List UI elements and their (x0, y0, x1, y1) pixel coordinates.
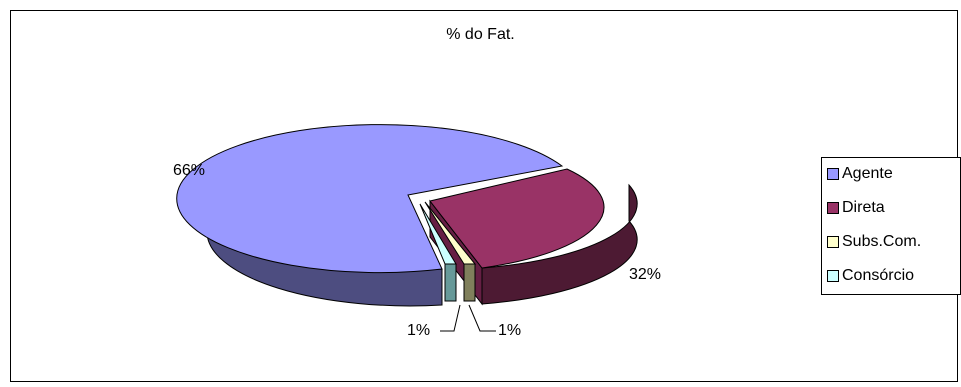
data-label-subscom: 1% (498, 322, 522, 339)
chart-title: % do Fat. (446, 26, 515, 43)
legend-item-direta: Direta (827, 196, 885, 220)
slice-direta-top (429, 168, 605, 269)
legend-swatch-agente (827, 168, 839, 180)
legend-label-agente: Agente (842, 165, 893, 182)
slice-subscom-side (463, 263, 476, 302)
slice-agente-top (176, 124, 564, 274)
legend-label-consorcio: Consórcio (842, 267, 915, 284)
legend-item-agente: Agente (827, 162, 893, 186)
leader-line-subscom (468, 304, 496, 332)
slice-agente (176, 124, 564, 307)
slice-subscom-top (424, 201, 477, 265)
chart-legend: Agente Direta Subs.Com. Consórcio (821, 157, 961, 295)
legend-item-consorcio: Consórcio (827, 264, 914, 288)
slice-consorcio-top (419, 203, 457, 265)
legend-label-direta: Direta (842, 199, 885, 216)
legend-swatch-consorcio (827, 270, 839, 282)
slice-consorcio-side (444, 263, 457, 302)
legend-swatch-subscom (827, 236, 839, 248)
data-label-consorcio: 1% (407, 322, 431, 339)
leader-line-consorcio (440, 304, 461, 332)
slice-subscom (424, 201, 477, 302)
data-label-direta: 32% (629, 266, 662, 283)
legend-swatch-direta (827, 202, 839, 214)
slice-direta (429, 168, 638, 306)
legend-label-subscom: Subs.Com. (842, 233, 922, 250)
legend-item-subscom: Subs.Com. (827, 230, 921, 254)
data-label-agente: 66% (173, 162, 206, 179)
slice-consorcio (419, 203, 457, 302)
slice-direta-side (481, 183, 638, 305)
